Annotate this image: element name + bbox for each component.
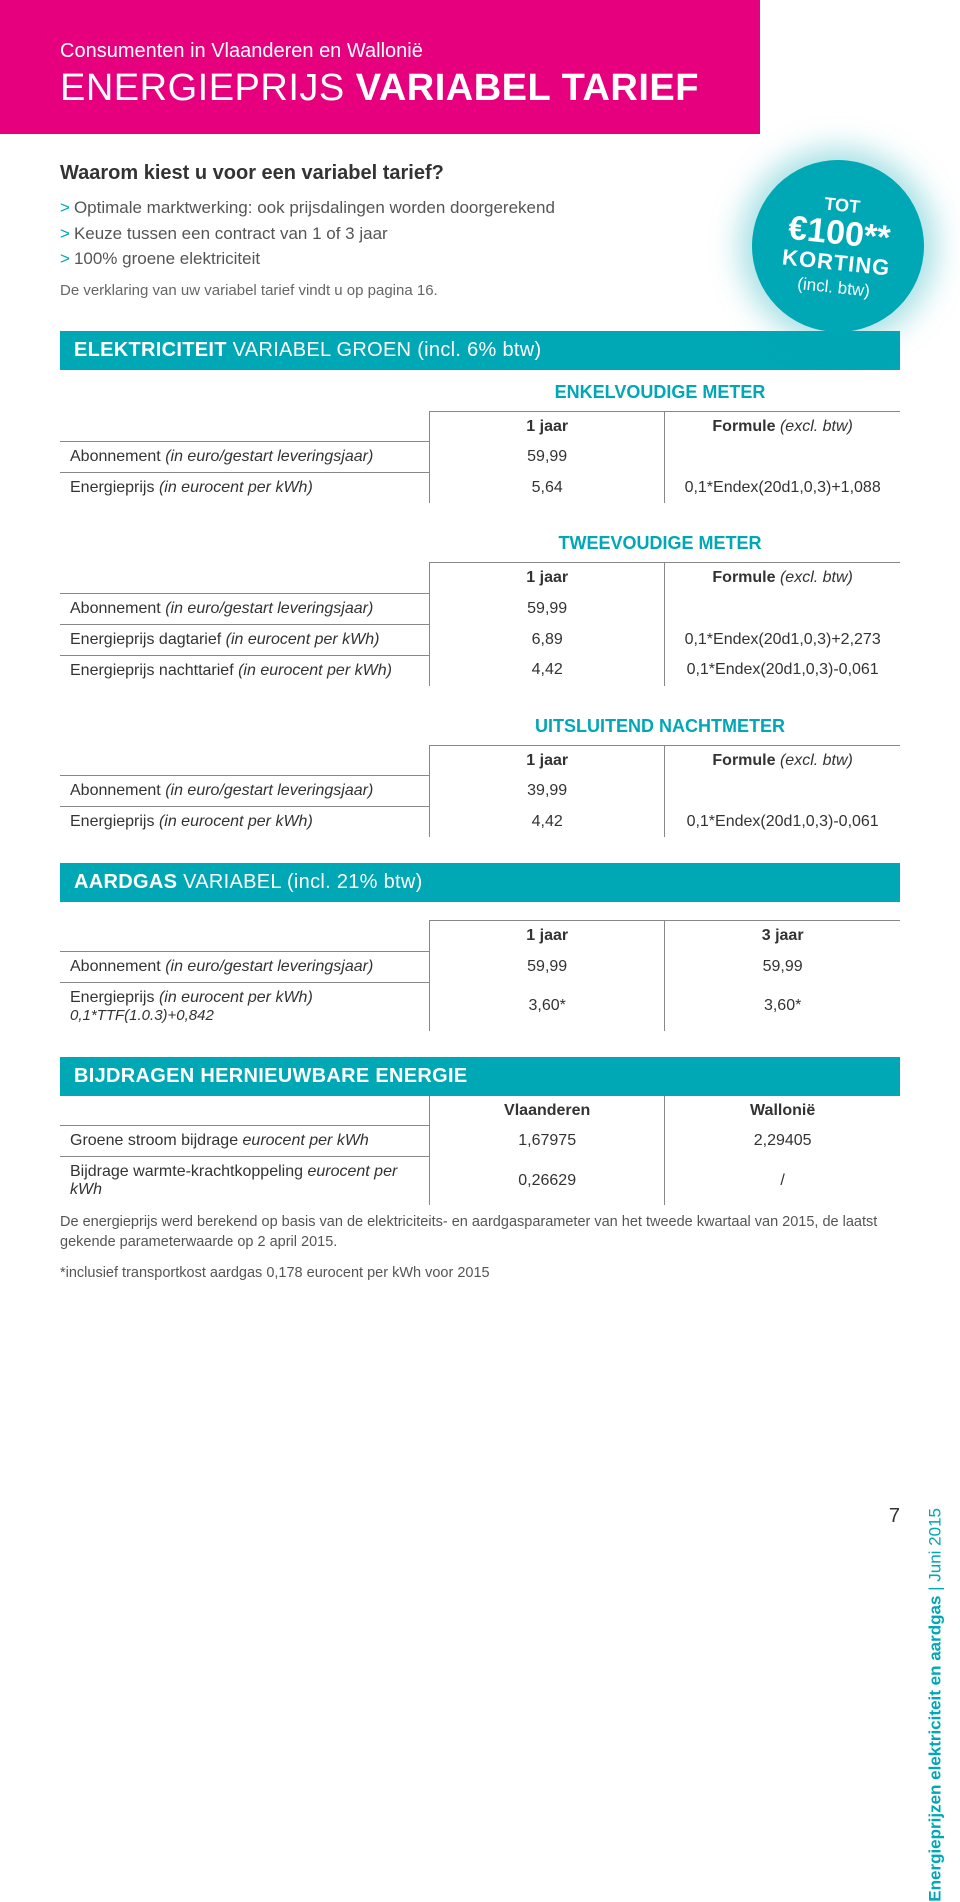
row-groene: Groene stroom bijdrage eurocent per kWh: [60, 1126, 430, 1157]
cell: 0,26629: [430, 1157, 665, 1206]
cell: 1,67975: [430, 1126, 665, 1157]
header-title: ENERGIEPRIJS VARIABEL TARIEF: [60, 67, 700, 110]
intro-bullet: >100% groene elektriciteit: [60, 246, 620, 272]
table-bijdragen: Vlaanderen Wallonië Groene stroom bijdra…: [60, 1096, 900, 1206]
cell: 0,1*Endex(20d1,0,3)-0,061: [665, 655, 900, 686]
cell: [665, 593, 900, 624]
col-1jaar: 1 jaar: [430, 563, 665, 594]
intro-bullet: >Keuze tussen een contract van 1 of 3 ja…: [60, 221, 620, 247]
cell: 5,64: [430, 473, 665, 504]
cell: 3,60*: [665, 982, 900, 1031]
footnote-1: De energieprijs werd berekend op basis v…: [60, 1213, 900, 1252]
table-twee: 1 jaar Formule (excl. btw) Abonnement (i…: [60, 562, 900, 686]
cell: 0,1*Endex(20d1,0,3)+1,088: [665, 473, 900, 504]
cell: [665, 776, 900, 807]
col-wallonie: Wallonië: [665, 1096, 900, 1126]
row-abon: Abonnement (in euro/gestart leveringsjaa…: [60, 951, 430, 982]
cell: 2,29405: [665, 1126, 900, 1157]
table-nacht: 1 jaar Formule (excl. btw) Abonnement (i…: [60, 745, 900, 838]
header-block: Consumenten in Vlaanderen en Wallonië EN…: [0, 0, 760, 134]
section-bar-aardgas: AARDGAS VARIABEL (incl. 21% btw): [60, 863, 900, 902]
cell: 59,99: [430, 442, 665, 473]
content-area: ELEKTRICITEIT VARIABEL GROEN (incl. 6% b…: [0, 299, 960, 1284]
section-bar-bijdragen: BIJDRAGEN HERNIEUWBARE ENERGIE: [60, 1057, 900, 1096]
col-formule: Formule (excl. btw): [665, 745, 900, 776]
intro-bullet: >Optimale marktwerking: ook prijsdalinge…: [60, 195, 620, 221]
side-label: Energieprijzen elektriciteit en aardgas …: [926, 1508, 946, 1902]
header-subtitle: Consumenten in Vlaanderen en Wallonië: [60, 40, 700, 63]
section-bar-elektriciteit: ELEKTRICITEIT VARIABEL GROEN (incl. 6% b…: [60, 331, 900, 370]
cell: 0,1*Endex(20d1,0,3)-0,061: [665, 807, 900, 838]
row-eprijs-nacht: Energieprijs nachttarief (in eurocent pe…: [60, 655, 430, 686]
cell: 39,99: [430, 776, 665, 807]
row-eprijs: Energieprijs (in eurocent per kWh): [60, 807, 430, 838]
intro-question: Waarom kiest u voor een variabel tarief?: [60, 162, 620, 185]
cell: 4,42: [430, 807, 665, 838]
cell: 6,89: [430, 624, 665, 655]
table-enkel: 1 jaar Formule (excl. btw) Abonnement (i…: [60, 411, 900, 504]
cell: 59,99: [665, 951, 900, 982]
cell: 4,42: [430, 655, 665, 686]
col-formule: Formule (excl. btw): [665, 563, 900, 594]
cell: 59,99: [430, 593, 665, 624]
footnote-2: *inclusief transportkost aardgas 0,178 e…: [60, 1264, 900, 1284]
cell: [665, 442, 900, 473]
row-abon: Abonnement (in euro/gestart leveringsjaa…: [60, 593, 430, 624]
title-bold: VARIABEL TARIEF: [356, 67, 699, 109]
intro-list: >Optimale marktwerking: ook prijsdalinge…: [60, 195, 620, 272]
cell: /: [665, 1157, 900, 1206]
table-gas: 1 jaar 3 jaar Abonnement (in euro/gestar…: [60, 920, 900, 1031]
intro-note: De verklaring van uw variabel tarief vin…: [60, 282, 620, 299]
section-title-enkel: ENKELVOUDIGE METER: [420, 370, 900, 411]
col-1jaar: 1 jaar: [430, 745, 665, 776]
cell: 0,1*Endex(20d1,0,3)+2,273: [665, 624, 900, 655]
col-3jaar: 3 jaar: [665, 921, 900, 952]
cell: 59,99: [430, 951, 665, 982]
row-eprijs: Energieprijs (in eurocent per kWh)0,1*TT…: [60, 982, 430, 1031]
col-1jaar: 1 jaar: [430, 921, 665, 952]
section-title-nacht: UITSLUITEND NACHTMETER: [420, 704, 900, 745]
row-eprijs: Energieprijs (in eurocent per kWh): [60, 473, 430, 504]
intro-block: Waarom kiest u voor een variabel tarief?…: [0, 134, 680, 299]
row-wkk: Bijdrage warmte-krachtkoppeling eurocent…: [60, 1157, 430, 1206]
row-eprijs-dag: Energieprijs dagtarief (in eurocent per …: [60, 624, 430, 655]
row-abon: Abonnement (in euro/gestart leveringsjaa…: [60, 776, 430, 807]
row-abon: Abonnement (in euro/gestart leveringsjaa…: [60, 442, 430, 473]
cell: 3,60*: [430, 982, 665, 1031]
col-1jaar: 1 jaar: [430, 411, 665, 442]
title-thin: ENERGIEPRIJS: [60, 67, 356, 109]
col-vlaanderen: Vlaanderen: [430, 1096, 665, 1126]
page-number: 7: [889, 1505, 900, 1528]
section-title-twee: TWEEVOUDIGE METER: [420, 521, 900, 562]
col-formule: Formule (excl. btw): [665, 411, 900, 442]
